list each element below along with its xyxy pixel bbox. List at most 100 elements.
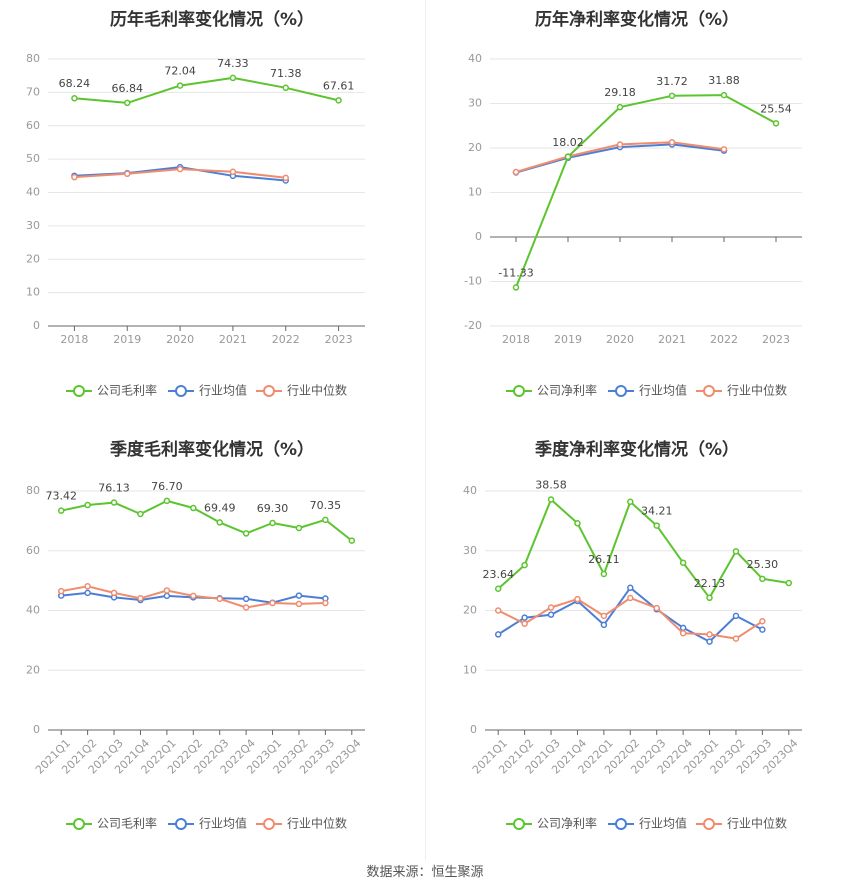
data-point-median <box>668 138 676 146</box>
data-point-company <box>335 97 342 104</box>
x-tick-label: 2019 <box>113 333 141 346</box>
legend-label: 公司净利率 <box>537 383 597 398</box>
data-point-company <box>574 520 581 527</box>
y-tick-label: 10 <box>463 663 477 676</box>
data-point-company <box>71 94 78 102</box>
data-point-median <box>653 604 660 612</box>
data-point-company <box>627 498 634 506</box>
data-point-company <box>706 594 713 602</box>
legend-label: 行业中位数 <box>727 816 787 831</box>
data-point-avg <box>242 595 250 603</box>
y-tick-label: 0 <box>33 723 40 736</box>
data-label: 73.42 <box>45 490 77 503</box>
legend-label: 行业中位数 <box>287 816 347 831</box>
chart-svg: 季度毛利率变化情况（%）0204060802021Q12021Q22021Q32… <box>26 439 365 831</box>
data-point-median <box>282 174 289 182</box>
data-label: 38.58 <box>535 478 567 491</box>
data-label: 29.18 <box>604 86 636 99</box>
legend-label: 公司净利率 <box>537 816 597 831</box>
data-point-company <box>242 530 250 537</box>
legend-label: 行业均值 <box>199 383 247 398</box>
y-tick-label: 40 <box>26 186 40 199</box>
data-point-avg <box>759 626 766 633</box>
data-point-median <box>759 618 766 625</box>
y-tick-label: 40 <box>463 484 477 497</box>
data-point-company <box>282 84 289 92</box>
data-point-company <box>772 120 780 127</box>
data-point-company <box>110 499 118 506</box>
legend-item-avg: 行业均值 <box>608 816 687 831</box>
data-point-avg <box>627 584 634 592</box>
y-tick-label: 0 <box>475 230 482 243</box>
legend-marker <box>513 818 525 830</box>
y-tick-label: -20 <box>464 319 482 332</box>
x-tick-label: 2018 <box>502 333 530 346</box>
legend-marker <box>263 385 275 397</box>
data-point-company <box>668 92 676 100</box>
x-tick-label: 2020 <box>166 333 194 346</box>
data-point-median <box>269 599 276 607</box>
legend-item-avg: 行业均值 <box>168 383 247 398</box>
data-point-median <box>547 604 555 611</box>
data-point-median <box>57 587 65 595</box>
data-point-avg <box>163 592 171 600</box>
quarterly-net-margin-chart: 季度净利率变化情况（%） 0 10 20 30 40 2021Q1 2021Q2 2021Q3 2… <box>425 430 850 860</box>
data-source-note: 数据来源：恒生聚源 <box>366 865 484 880</box>
data-point-company <box>229 74 237 82</box>
quarterly-gross-margin-chart: 季度毛利率变化情况（%） 0 20 40 60 80 2021Q1 2021Q2 2021Q3 2… <box>0 430 425 860</box>
data-point-company <box>653 522 660 529</box>
legend-marker <box>175 818 187 830</box>
data-label: 68.24 <box>59 77 91 90</box>
data-label: 70.35 <box>310 499 342 512</box>
data-point-company <box>322 516 329 524</box>
series-line-company <box>60 499 353 542</box>
data-point-median <box>84 583 91 590</box>
data-label: 23.64 <box>482 568 513 581</box>
data-point-company <box>137 510 144 518</box>
legend-marker <box>703 385 715 397</box>
chart-title: 季度净利率变化情况（%） <box>535 439 739 460</box>
data-point-company <box>720 91 728 99</box>
data-point-median <box>124 170 131 178</box>
y-tick-label: 30 <box>468 97 482 110</box>
chart-svg: 季度净利率变化情况（%）0102030402021Q12021Q22021Q32… <box>463 439 802 831</box>
data-point-company <box>269 519 276 527</box>
x-tick-label: 2019 <box>554 333 582 346</box>
data-point-median <box>242 604 250 611</box>
data-label: 74.33 <box>217 57 249 70</box>
y-tick-label: 0 <box>470 723 477 736</box>
y-tick-label: 70 <box>26 85 40 98</box>
data-label: 25.30 <box>747 558 779 571</box>
legend-marker <box>263 818 275 830</box>
data-label: 22.13 <box>694 577 726 590</box>
y-tick-label: -10 <box>464 275 482 288</box>
y-tick-label: 30 <box>26 219 40 232</box>
data-point-median <box>521 620 528 627</box>
data-label: 76.70 <box>151 480 183 493</box>
data-label: 18.02 <box>552 136 584 149</box>
data-label: 34.21 <box>641 505 673 518</box>
y-tick-label: 10 <box>468 186 482 199</box>
data-point-avg <box>295 592 303 599</box>
data-point-company <box>494 585 502 593</box>
legend-label: 公司毛利率 <box>97 383 157 398</box>
data-point-company <box>679 559 687 566</box>
legend-marker <box>513 385 525 397</box>
data-point-company <box>163 497 171 505</box>
data-label: 72.04 <box>164 65 196 78</box>
data-point-avg <box>521 614 528 621</box>
legend-item-avg: 行业均值 <box>608 383 687 398</box>
legend-item-company: 公司毛利率 <box>66 383 157 398</box>
data-label: 67.61 <box>323 79 355 92</box>
data-point-company <box>348 537 356 544</box>
data-point-median <box>176 165 184 173</box>
annual-net-margin-chart: 历年净利率变化情况（%） -20 -10 0 10 20 30 40 2018 2019 2020 2… <box>425 0 850 430</box>
legend-item-median: 行业中位数 <box>256 816 347 831</box>
data-label: -11.33 <box>498 266 533 279</box>
chart-title: 季度毛利率变化情况（%） <box>110 439 314 460</box>
y-tick-label: 60 <box>26 544 40 557</box>
data-point-company <box>732 548 740 555</box>
data-label: 69.49 <box>204 501 236 514</box>
legend-item-avg: 行业均值 <box>168 816 247 831</box>
data-point-median <box>720 146 728 153</box>
